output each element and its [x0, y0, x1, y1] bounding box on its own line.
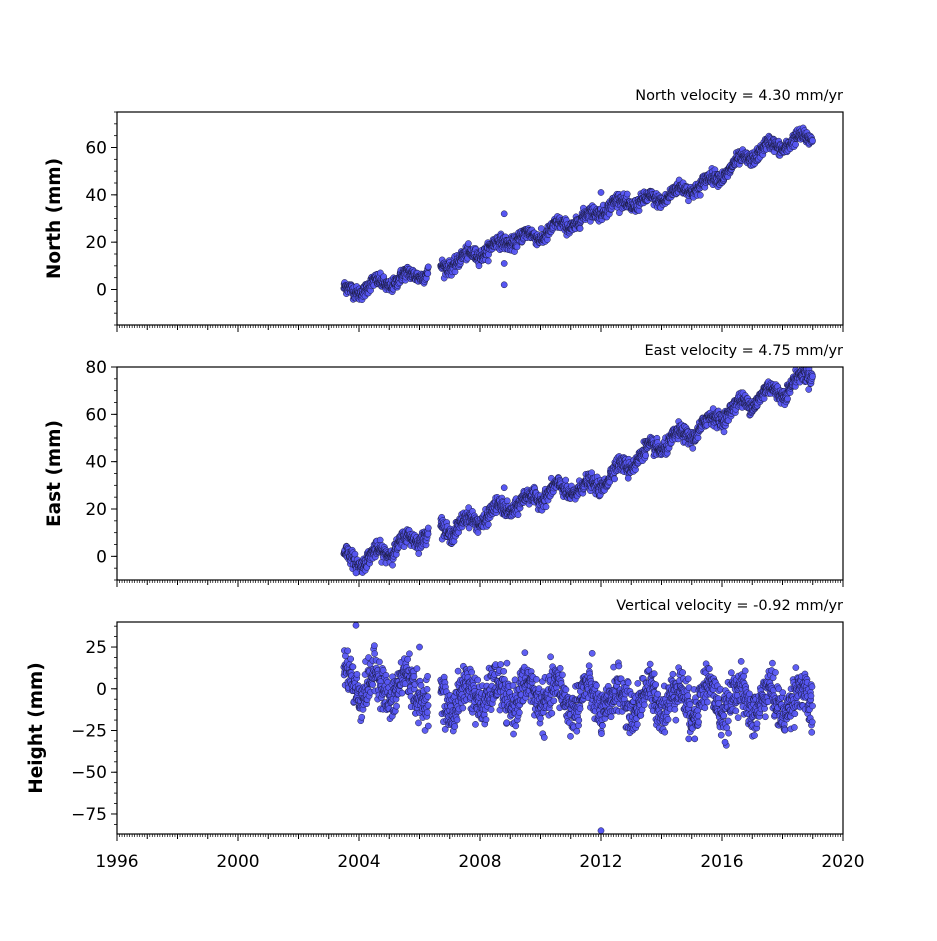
- data-point: [797, 360, 803, 366]
- data-point: [522, 650, 528, 656]
- data-point: [624, 191, 630, 197]
- panel-2: 0 20 40 60 80 East velocity = 4.75 mm/yr East …: [44, 343, 843, 587]
- data-point: [348, 656, 354, 662]
- panel-title: East velocity = 4.75 mm/yr: [644, 343, 843, 359]
- data-point: [372, 651, 378, 657]
- y-axis-label: East (mm): [44, 420, 65, 527]
- data-point: [425, 723, 431, 729]
- outlier-point: [501, 211, 507, 217]
- data-point: [425, 531, 431, 537]
- data-point: [454, 717, 460, 723]
- data-point: [475, 677, 481, 683]
- data-point: [515, 512, 521, 518]
- y-tick-label: 0: [96, 281, 107, 301]
- data-point: [543, 504, 549, 510]
- data-point: [399, 690, 405, 696]
- outlier-point: [501, 282, 507, 288]
- data-point: [513, 723, 519, 729]
- data-point: [516, 709, 522, 715]
- panel-title: North velocity = 4.30 mm/yr: [635, 88, 843, 104]
- data-point: [416, 550, 422, 556]
- outlier-point: [501, 260, 507, 266]
- data-point: [469, 669, 475, 675]
- data-point: [721, 429, 727, 435]
- axes-frame: [117, 112, 843, 325]
- data-point: [809, 373, 815, 379]
- y-axis-label: North (mm): [44, 158, 65, 279]
- data-point: [425, 525, 431, 531]
- data-point: [488, 707, 494, 713]
- data-point: [809, 138, 815, 144]
- data-point: [424, 673, 430, 679]
- data-point: [510, 731, 516, 737]
- data-point: [514, 244, 520, 250]
- data-point: [504, 498, 510, 504]
- data-point: [563, 477, 569, 483]
- data-point: [460, 705, 466, 711]
- data-point: [784, 396, 790, 402]
- data-point: [371, 643, 377, 649]
- data-point: [411, 673, 417, 679]
- data-point: [452, 723, 458, 729]
- y-tick-label: 80: [85, 358, 107, 378]
- data-point: [455, 668, 461, 674]
- data-point: [393, 703, 399, 709]
- data-point: [483, 717, 489, 723]
- data-point: [425, 270, 431, 276]
- data-point: [498, 661, 504, 667]
- y-tick-label: 20: [85, 233, 107, 253]
- panel-1: 0 20 40 60 North velocity = 4.30 mm/yr North …: [44, 88, 843, 332]
- data-point: [345, 648, 351, 654]
- data-point: [806, 386, 812, 392]
- data-point: [425, 264, 431, 270]
- data-markers: [341, 125, 816, 303]
- data-point: [415, 720, 421, 726]
- y-tick-label: 40: [85, 453, 107, 473]
- data-point: [504, 660, 510, 666]
- data-point: [485, 258, 491, 264]
- outlier-point: [501, 485, 507, 491]
- data-point: [793, 141, 799, 147]
- data-point: [690, 445, 696, 451]
- y-tick-label: 20: [85, 500, 107, 520]
- data-point: [501, 668, 507, 674]
- data-point: [425, 693, 431, 699]
- data-point: [485, 521, 491, 527]
- outlier-point: [353, 570, 359, 576]
- outlier-point: [598, 189, 604, 195]
- data-point: [424, 686, 430, 692]
- data-point: [697, 192, 703, 198]
- data-point: [370, 682, 376, 688]
- data-point: [352, 551, 358, 557]
- data-point: [441, 674, 447, 680]
- data-point: [465, 240, 471, 246]
- outlier-point: [625, 475, 631, 481]
- y-tick-label: 60: [85, 139, 107, 159]
- data-point: [472, 721, 478, 727]
- data-point: [424, 709, 430, 715]
- data-point: [577, 225, 583, 231]
- data-point: [643, 452, 649, 458]
- data-point: [612, 476, 618, 482]
- data-point: [376, 659, 382, 665]
- data-point: [476, 263, 482, 269]
- data-point: [359, 714, 365, 720]
- data-point: [414, 666, 420, 672]
- data-point: [406, 651, 412, 657]
- y-tick-label: 60: [85, 405, 107, 425]
- data-point: [354, 671, 360, 677]
- data-point: [389, 562, 395, 568]
- data-point: [425, 702, 431, 708]
- y-tick-label: 0: [96, 547, 107, 567]
- data-markers: [341, 622, 816, 834]
- data-point: [350, 664, 356, 670]
- data-point: [504, 720, 510, 726]
- y-tick-label: 40: [85, 186, 107, 206]
- data-markers: [341, 360, 816, 576]
